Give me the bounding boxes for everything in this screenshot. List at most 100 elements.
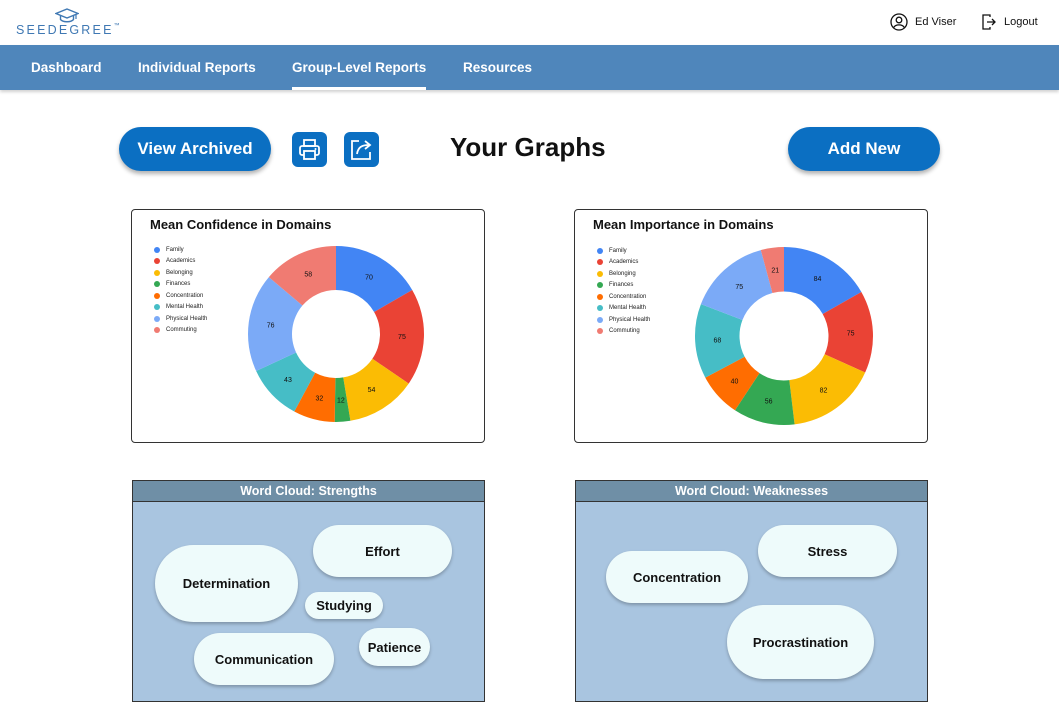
wordcloud-weaknesses[interactable]: Word Cloud: Weaknesses Stress Concentrat… [575, 480, 928, 702]
legend-item: Physical Health [597, 314, 650, 326]
donut-slice-concentration [294, 372, 336, 422]
top-bar: SEEDEGREE™ Ed Viser Logout [0, 0, 1059, 45]
legend-swatch [597, 247, 603, 254]
legend-item: Finances [154, 279, 207, 291]
wordcloud-title: Word Cloud: Weaknesses [576, 481, 927, 502]
donut-slice-family [336, 246, 413, 312]
donut-slice-mental-health [256, 352, 316, 412]
legend-item: Academics [154, 256, 207, 268]
word-bubble: Studying [305, 592, 383, 619]
donut-slice-commuting [268, 246, 336, 306]
donut-slice-family [784, 247, 862, 314]
legend-item: Academics [597, 257, 650, 269]
donut-value-label: 70 [365, 274, 373, 281]
nav-item-group-level-reports[interactable]: Group-Level Reports [292, 45, 427, 90]
legend-swatch [154, 304, 160, 311]
nav-item-dashboard[interactable]: Dashboard [31, 60, 102, 75]
donut-value-label: 40 [731, 378, 739, 385]
legend-swatch [597, 293, 603, 300]
donut-slice-concentration [705, 356, 760, 411]
legend-item: Concentration [597, 291, 650, 303]
donut-value-label: 58 [304, 272, 312, 279]
donut-value-label: 43 [284, 377, 292, 384]
legend-swatch [597, 270, 603, 277]
donut-value-label: 68 [713, 337, 721, 344]
legend-swatch [154, 281, 160, 288]
donut-slice-finances [734, 373, 795, 425]
legend-item: Belonging [154, 267, 207, 279]
seedegree-logo[interactable]: SEEDEGREE™ [16, 8, 126, 38]
donut-value-label: 82 [820, 387, 828, 394]
user-profile[interactable]: Ed Viser [890, 13, 956, 31]
wordcloud-title: Word Cloud: Strengths [133, 481, 484, 502]
legend-item: Concentration [154, 290, 207, 302]
legend-swatch [154, 269, 160, 276]
chart-card-confidence[interactable]: Mean Confidence in Domains Family Academ… [131, 209, 485, 443]
word-bubble: Concentration [606, 551, 748, 603]
logout-label: Logout [1004, 16, 1038, 28]
legend-swatch [597, 316, 603, 323]
chart-legend: Family Academics Belonging Finances Conc… [154, 244, 207, 336]
donut-slice-finances [334, 377, 351, 422]
chart-card-importance[interactable]: Mean Importance in Domains Family Academ… [574, 209, 928, 443]
user-name: Ed Viser [915, 16, 957, 28]
word-bubble: Communication [194, 633, 334, 685]
graduation-cap-icon [55, 8, 79, 23]
wordcloud-strengths[interactable]: Word Cloud: Strengths Effort Determinati… [132, 480, 485, 702]
donut-value-label: 54 [368, 387, 376, 394]
word-bubble: Stress [758, 525, 897, 577]
donut-value-label: 32 [315, 395, 323, 402]
print-icon [299, 139, 320, 160]
legend-swatch [154, 315, 160, 322]
donut-value-label: 75 [847, 330, 855, 337]
page-title: Your Graphs [450, 132, 606, 162]
logout-button[interactable]: Logout [981, 13, 1038, 31]
legend-item: Mental Health [597, 303, 650, 315]
donut-slice-mental-health [695, 304, 745, 378]
chart-title: Mean Importance in Domains [593, 217, 774, 232]
legend-swatch [597, 328, 603, 335]
legend-swatch [597, 282, 603, 289]
chart-legend: Family Academics Belonging Finances Conc… [597, 245, 650, 337]
user-avatar-icon [890, 13, 908, 31]
donut-slice-commuting [760, 247, 784, 294]
share-icon [351, 140, 372, 160]
donut-value-label: 76 [267, 323, 275, 330]
logo-wordmark: SEEDEGREE™ [16, 23, 120, 37]
donut-value-label: 21 [771, 267, 779, 274]
donut-value-label: 12 [337, 397, 345, 404]
legend-item: Belonging [597, 268, 650, 280]
donut-slice-belonging [789, 354, 866, 425]
legend-swatch [597, 305, 603, 312]
chart-title: Mean Confidence in Domains [150, 217, 332, 232]
donut-slice-physical-health [700, 250, 773, 321]
word-bubble: Determination [155, 545, 298, 622]
print-button[interactable] [292, 132, 327, 167]
donut-slice-academics [372, 290, 424, 384]
legend-swatch [154, 258, 160, 265]
legend-swatch [154, 246, 160, 253]
legend-item: Family [154, 244, 207, 256]
legend-item: Commuting [154, 325, 207, 337]
legend-item: Mental Health [154, 302, 207, 314]
legend-item: Commuting [597, 326, 650, 338]
add-new-button[interactable]: Add New [788, 127, 940, 171]
donut-slice-academics [822, 291, 873, 373]
donut-slice-belonging [343, 358, 409, 421]
nav-item-individual-reports[interactable]: Individual Reports [138, 60, 256, 75]
legend-item: Physical Health [154, 313, 207, 325]
donut-value-label: 84 [814, 276, 822, 283]
legend-item: Finances [597, 280, 650, 292]
donut-slice-physical-health [248, 277, 303, 371]
word-bubble: Procrastination [727, 605, 874, 679]
legend-swatch [154, 327, 160, 334]
word-bubble: Patience [359, 628, 430, 666]
view-archived-button[interactable]: View Archived [119, 127, 271, 171]
legend-item: Family [597, 245, 650, 257]
legend-swatch [154, 292, 160, 299]
share-button[interactable] [344, 132, 379, 167]
legend-swatch [597, 259, 603, 266]
donut-value-label: 75 [735, 284, 743, 291]
logout-icon [982, 14, 996, 30]
nav-item-resources[interactable]: Resources [463, 60, 533, 75]
